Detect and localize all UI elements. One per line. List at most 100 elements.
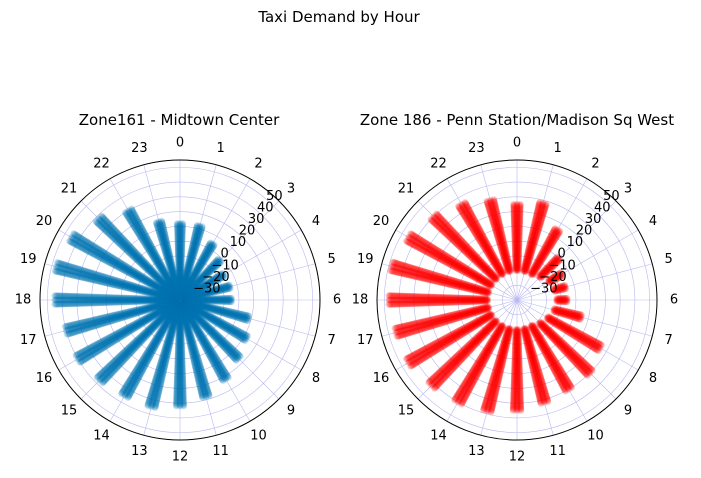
scatter-point (178, 240, 186, 248)
scatter-point (176, 267, 184, 275)
scatter-point (176, 294, 184, 302)
scatter-point (174, 242, 182, 250)
scatter-point (241, 337, 249, 344)
scatter-point (176, 291, 184, 299)
scatter-point (176, 226, 184, 233)
theta-gridline (179, 299, 302, 371)
scatter-point (175, 267, 183, 275)
scatter-point (174, 230, 182, 238)
scatter-point (176, 292, 184, 299)
scatter-point (176, 296, 184, 304)
theta-gridline (80, 200, 181, 301)
scatter-point (176, 254, 184, 262)
scatter-point (176, 288, 184, 296)
scatter-point (174, 227, 182, 235)
r-gridline (135, 255, 225, 345)
theta-gridline (179, 299, 217, 436)
scatter-point (176, 284, 183, 292)
scatter-point (176, 265, 184, 273)
scatter-point (175, 269, 183, 277)
scatter-point (176, 292, 184, 299)
scatter-point (176, 271, 184, 279)
scatter-point (178, 230, 186, 238)
scatter-point (176, 233, 184, 240)
scatter-point (176, 260, 184, 268)
scatter-point (176, 258, 184, 266)
scatter-point (175, 259, 183, 267)
scatter-point (178, 233, 186, 241)
scatter-point (176, 272, 184, 280)
scatter-point (175, 249, 182, 257)
scatter-point (176, 246, 184, 254)
scatter-point (176, 285, 184, 292)
scatter-point (177, 282, 184, 290)
scatter-point (176, 234, 184, 242)
scatter-point (176, 251, 184, 259)
r-gridline (47, 167, 313, 433)
scatter-point (178, 254, 185, 262)
scatter-point (177, 269, 185, 277)
scatter-point (210, 241, 218, 249)
scatter-point (177, 272, 185, 280)
scatter-point (175, 277, 183, 285)
scatter-point (176, 261, 184, 269)
scatter-point (176, 286, 184, 293)
scatter-point (176, 283, 183, 291)
scatter-point (176, 259, 184, 267)
scatter-point (177, 262, 185, 270)
theta-gridline (143, 299, 181, 436)
scatter-point (177, 265, 185, 273)
scatter-point (177, 260, 185, 268)
scatter-point (72, 352, 80, 359)
scatter-point (178, 253, 185, 261)
scatter-point (178, 249, 185, 257)
scatter-point (174, 246, 182, 254)
r-gridline (150, 270, 210, 330)
scatter-point (176, 227, 184, 235)
scatter-point (174, 242, 182, 249)
scatter-point (176, 252, 184, 260)
theta-gridline (58, 299, 181, 371)
scatter-point (176, 294, 184, 302)
scatter-point (176, 282, 184, 290)
scatter-point (176, 243, 184, 251)
theta-gridline (44, 299, 181, 337)
r-gridline (61, 181, 299, 419)
scatter-point (176, 223, 184, 231)
scatter-point (176, 289, 184, 297)
r-gridline (120, 240, 240, 360)
scatter-point (176, 242, 184, 250)
scatter-point (176, 276, 184, 284)
scatter-point (175, 275, 183, 283)
scatter-point (177, 283, 184, 291)
scatter-point (228, 298, 235, 306)
scatter-point (177, 256, 185, 264)
scatter-point (177, 266, 185, 274)
scatter-point (144, 402, 152, 410)
scatter-point (176, 288, 184, 296)
scatter-point (176, 280, 184, 288)
scatter-point (176, 274, 184, 282)
scatter-point (178, 242, 186, 249)
scatter-point (176, 256, 184, 263)
scatter-point (175, 250, 182, 258)
scatter-point (175, 278, 183, 285)
scatter-point (179, 226, 186, 233)
scatter-point (177, 278, 185, 286)
scatter-point (177, 281, 184, 289)
scatter-point (177, 276, 185, 284)
theta-gridline (179, 164, 217, 301)
scatter-point (175, 272, 183, 280)
scatter-point (175, 263, 183, 270)
scatter-point (174, 228, 182, 236)
r-gridline (106, 226, 254, 374)
scatter-point (178, 236, 186, 244)
scatter-point (178, 249, 186, 256)
scatter-point (176, 273, 184, 281)
scatter-point (176, 289, 184, 297)
theta-gridline (179, 229, 302, 301)
scatter-point (176, 234, 184, 241)
scatter-point (175, 261, 183, 269)
scatter-point (176, 231, 184, 239)
